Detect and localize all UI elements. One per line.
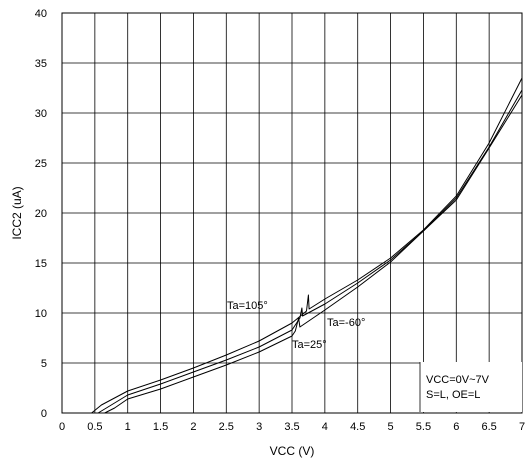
y-tick-labels: 0 5 10 15 20 25 30 35 40 [35, 8, 47, 420]
plot-frame [61, 12, 523, 414]
label-ta-minus-60: Ta=-60° [327, 317, 365, 329]
x-tick-label: 3.5 [284, 421, 299, 433]
x-tick-label: 3 [256, 421, 262, 433]
conditions-box: VCC=0V~7V S=L, OE=L [419, 362, 522, 412]
x-axis-label: VCC (V) [270, 444, 315, 458]
series-line-0 [91, 77, 523, 414]
x-tick-label: 2.5 [219, 421, 234, 433]
condition-pins: S=L, OE=L [426, 389, 480, 401]
x-tick-label: 5 [388, 421, 394, 433]
label-ta-25: Ta=25° [292, 339, 327, 351]
x-tick-label: 2 [190, 421, 196, 433]
y-tick-label: 35 [35, 58, 47, 70]
x-tick-label: 1 [125, 421, 131, 433]
y-tick-label: 10 [35, 308, 47, 320]
y-tick-label: 0 [41, 408, 47, 420]
x-tick-label: 0.5 [87, 421, 102, 433]
x-tick-label: 6.5 [481, 421, 496, 433]
x-tick-labels: 0 0.5 1 1.5 2 2.5 3 3.5 4 4.5 5 5.5 6 6.5 7 [59, 421, 525, 433]
x-tick-label: 5.5 [416, 421, 431, 433]
series-line-2 [104, 94, 523, 414]
condition-vcc: VCC=0V~7V [426, 374, 490, 386]
x-tick-label: 6 [453, 421, 459, 433]
y-tick-label: 30 [35, 108, 47, 120]
x-tick-label: 0 [59, 421, 65, 433]
y-tick-label: 25 [35, 158, 47, 170]
x-tick-label: 1.5 [153, 421, 168, 433]
y-axis-label: ICC2 (uA) [10, 186, 24, 239]
x-tick-label: 7 [519, 421, 525, 433]
conditions-box-bg [420, 362, 522, 412]
y-tick-label: 40 [35, 8, 47, 20]
y-tick-label: 20 [35, 208, 47, 220]
x-tick-label: 4 [322, 421, 328, 433]
y-tick-label: 5 [41, 358, 47, 370]
label-ta-105: Ta=105° [227, 300, 268, 312]
series-lines [91, 77, 523, 414]
x-tick-label: 4.5 [350, 421, 365, 433]
y-tick-label: 15 [35, 258, 47, 270]
